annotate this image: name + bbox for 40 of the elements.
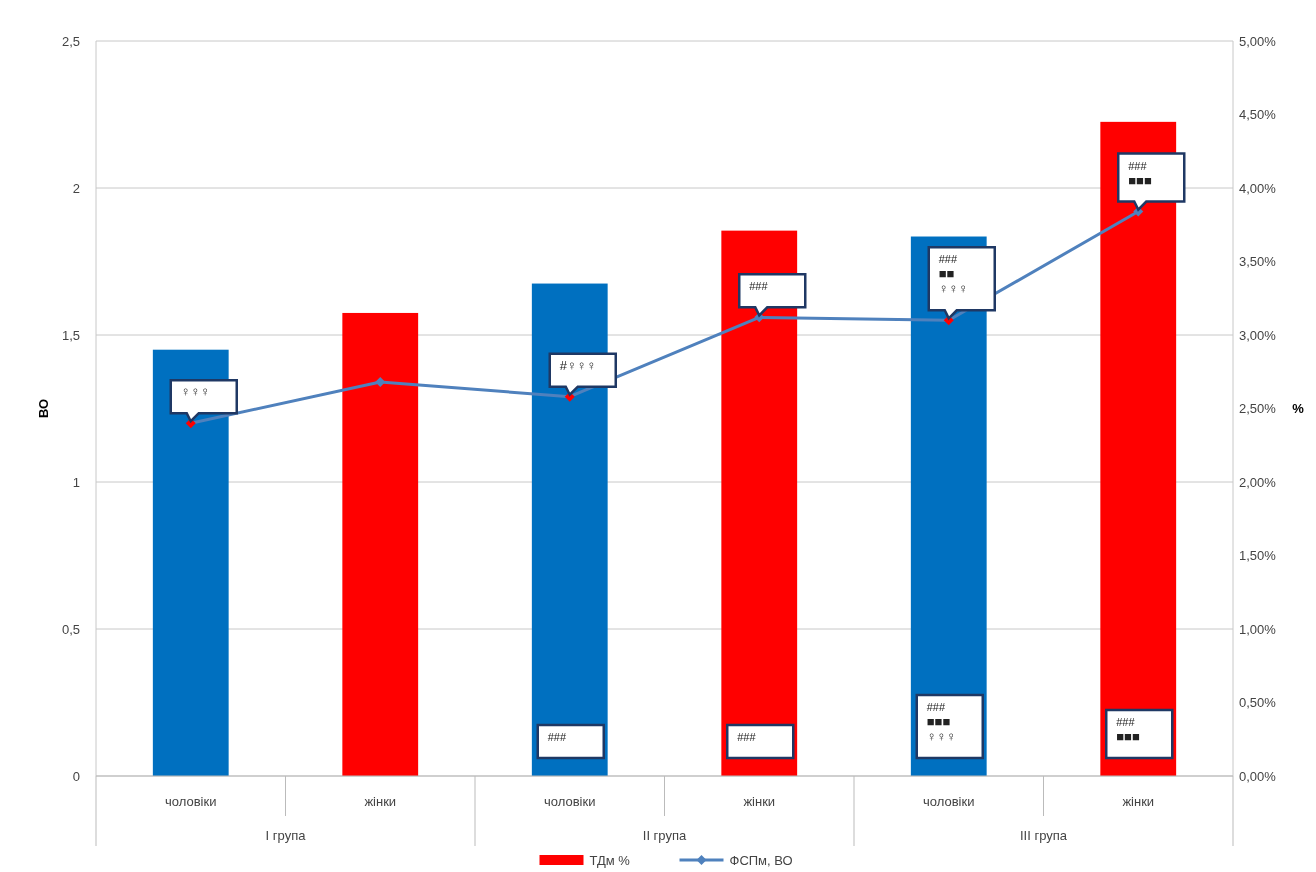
y-tick-label: 0,5 <box>61 621 80 637</box>
x-tick-label: чоловіки <box>165 794 217 809</box>
y2-tick-label: 4,00% <box>1239 180 1277 196</box>
data-label: ### ■■ ♀♀♀ <box>938 253 968 297</box>
y2-tick-label: 2,00% <box>1239 474 1277 490</box>
y2-tick-label: 0,00% <box>1239 768 1277 784</box>
data-label: ### <box>737 731 757 743</box>
text: I група <box>265 828 307 843</box>
x-tick-label: чоловіки <box>923 794 975 809</box>
x-tick-label: жінки <box>743 794 776 809</box>
y2-tick-label: 0,50% <box>1239 695 1277 711</box>
text: III група <box>1019 828 1068 843</box>
x-tick-label: жінки <box>1122 794 1155 809</box>
y2-tick-label: 4,50% <box>1239 107 1277 123</box>
y-tick-label: 2 <box>72 180 80 196</box>
bar <box>342 312 419 776</box>
legend-label: ФСПм, ВО <box>729 852 793 868</box>
y2-tick-label: 2,50% <box>1239 401 1277 417</box>
y-tick-label: 1 <box>72 474 80 490</box>
data-label: ### ■■■ ♀♀♀ <box>926 701 956 744</box>
y2-tick-label: 5,00% <box>1239 33 1277 49</box>
data-label: ### <box>547 731 567 743</box>
data-label: ### ■■■ <box>1128 159 1152 188</box>
data-label: ♀♀♀ <box>180 384 210 400</box>
y2-tick-label: 1,00% <box>1239 621 1277 637</box>
data-label: ### ■■■ <box>1116 716 1140 744</box>
y-tick-label: 1,5 <box>61 327 80 343</box>
y2-tick-label: 3,00% <box>1239 327 1277 343</box>
data-label: #♀♀♀ <box>559 357 597 373</box>
x-tick-label: жінки <box>364 794 397 809</box>
y-tick-label: 0 <box>72 768 80 784</box>
y2-tick-label: 3,50% <box>1239 254 1277 270</box>
data-label: ### <box>749 280 769 293</box>
y2-tick-label: 1,50% <box>1239 548 1277 564</box>
y-axis-title: ВО <box>36 398 51 419</box>
legend-label: ТДм % <box>589 852 631 868</box>
y2-axis-title: % <box>1292 401 1305 417</box>
y-tick-label: 2,5 <box>61 33 80 49</box>
x-tick-label: чоловіки <box>544 794 596 809</box>
text: II група <box>642 828 687 843</box>
